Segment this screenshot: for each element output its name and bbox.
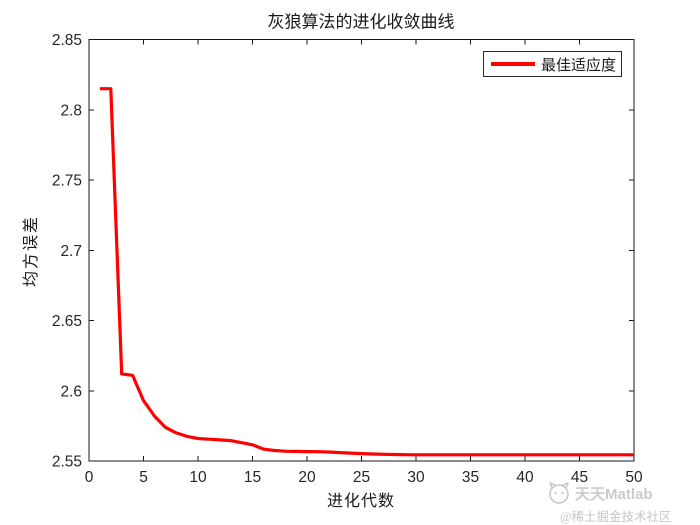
fitness-curve <box>99 87 634 457</box>
watermark-community-text: @稀土掘金技术社区 <box>560 510 672 524</box>
watermark-brand-text: 天天Matlab <box>575 485 653 503</box>
x-tick-label: 30 <box>407 469 425 486</box>
x-axis-label: 进化代数 <box>326 493 396 510</box>
legend: 最佳适应度 <box>483 51 622 77</box>
x-tick-label: 50 <box>625 469 643 486</box>
y-tick-label: 2.65 <box>52 313 82 330</box>
x-tick-label: 0 <box>85 469 94 486</box>
x-tick-label: 35 <box>462 469 479 486</box>
y-tick-label: 2.6 <box>60 383 82 400</box>
watermark-row: 天天Matlab <box>546 481 672 505</box>
watermark-cat-logo-icon <box>549 482 569 504</box>
legend-line-sample <box>491 62 535 66</box>
axes-box <box>88 39 635 462</box>
x-tick-label: 20 <box>298 469 316 486</box>
x-tick-label: 10 <box>189 469 207 486</box>
y-tick-label: 2.55 <box>52 454 82 471</box>
x-tick-label: 15 <box>244 469 261 486</box>
x-tick-label: 5 <box>139 469 148 486</box>
y-tick-label: 2.75 <box>52 173 82 190</box>
y-tick-label: 2.85 <box>52 32 82 49</box>
chart-title: 灰狼算法的进化收敛曲线 <box>267 12 455 32</box>
x-tick-label: 40 <box>516 469 534 486</box>
y-tick-label: 2.8 <box>60 102 82 119</box>
watermark: 天天Matlab @稀土掘金技术社区 <box>546 481 672 525</box>
x-tick-label: 25 <box>353 469 370 486</box>
y-axis-label: 均方误差 <box>23 214 40 288</box>
x-tick-label: 45 <box>571 469 588 486</box>
y-tick-label: 2.7 <box>60 243 82 260</box>
legend-label: 最佳适应度 <box>541 57 617 74</box>
